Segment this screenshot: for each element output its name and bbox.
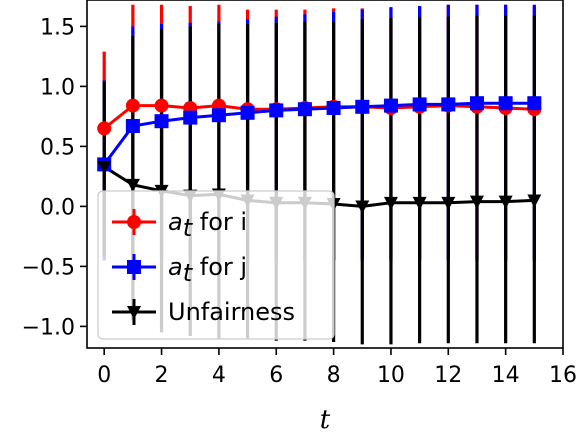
series-markers	[97, 96, 542, 214]
plot-frame	[86, 0, 564, 349]
x-tick-label-4: 8	[327, 363, 341, 388]
y-tick-label-1: −0.5	[22, 255, 75, 280]
data-point-series-1-3	[183, 110, 198, 125]
legend-text-0: for i	[192, 208, 247, 236]
y-tick-label-2: 0.0	[40, 195, 75, 220]
data-point-series-1-15	[527, 96, 542, 111]
legend-box	[97, 190, 335, 340]
data-point-series-1-6	[269, 103, 284, 118]
data-point-series-2-15	[527, 194, 542, 208]
legend-var-1: a	[168, 253, 183, 281]
y-tick-label-0: −1.0	[22, 315, 75, 340]
x-axis-ticks: 0 2 4 6 8 10 12 14 16	[97, 348, 577, 388]
data-point-series-1-10	[383, 98, 398, 113]
x-tick-label-5: 10	[377, 363, 405, 388]
data-point-series-1-8	[326, 101, 341, 115]
data-point-series-0-0	[97, 121, 112, 136]
x-tick-label-6: 12	[434, 363, 462, 388]
data-point-series-2-13	[469, 195, 484, 209]
data-point-series-1-1	[125, 119, 140, 133]
y-tick-label-4: 1.0	[40, 75, 75, 100]
data-point-series-1-12	[441, 97, 456, 112]
data-point-series-1-2	[154, 114, 169, 129]
data-point-series-2-10	[383, 196, 398, 211]
legend-text-1: for j	[192, 253, 247, 281]
legend-marker-2	[127, 306, 141, 320]
data-point-series-1-11	[412, 97, 427, 112]
x-tick-label-3: 6	[269, 363, 283, 388]
legend-marker-0	[127, 215, 141, 229]
x-tick-label-8: 16	[549, 363, 577, 388]
data-point-series-2-1	[125, 178, 140, 193]
data-point-series-2-11	[412, 196, 427, 211]
legend-marker-1	[127, 260, 141, 274]
x-tick-label-1: 2	[155, 363, 169, 388]
y-tick-label-3: 0.5	[40, 135, 75, 160]
x-axis-label: t	[320, 405, 331, 435]
data-point-series-0-1	[125, 98, 140, 113]
data-point-series-2-0	[97, 160, 112, 175]
series-line-1	[103, 101, 535, 166]
legend-label-1: at for j	[168, 253, 247, 287]
legend-subscript-1: t	[183, 259, 194, 287]
x-tick-label-7: 14	[492, 363, 520, 388]
data-point-series-1-14	[498, 96, 513, 111]
y-tick-label-5: 1.5	[40, 15, 75, 40]
data-point-series-2-12	[441, 196, 456, 211]
data-point-series-1-5	[240, 105, 255, 120]
legend-label-2: Unfairness	[168, 298, 295, 326]
data-point-series-0-2	[154, 98, 169, 113]
legend-var-0: a	[168, 208, 183, 236]
x-tick-label-0: 0	[97, 363, 111, 388]
y-axis-ticks: −1.0 −0.5 0.0 0.5 1.0 1.5	[22, 15, 87, 340]
data-point-series-1-4	[211, 108, 226, 123]
data-point-series-1-9	[355, 99, 370, 114]
legend-subscript-0: t	[183, 214, 194, 242]
data-point-series-1-13	[469, 96, 484, 111]
x-tick-label-2: 4	[212, 363, 226, 388]
data-point-series-2-9	[355, 200, 370, 214]
legend-label-0: at for i	[168, 208, 247, 242]
data-point-series-1-7	[297, 102, 312, 117]
data-point-series-2-14	[498, 195, 513, 209]
